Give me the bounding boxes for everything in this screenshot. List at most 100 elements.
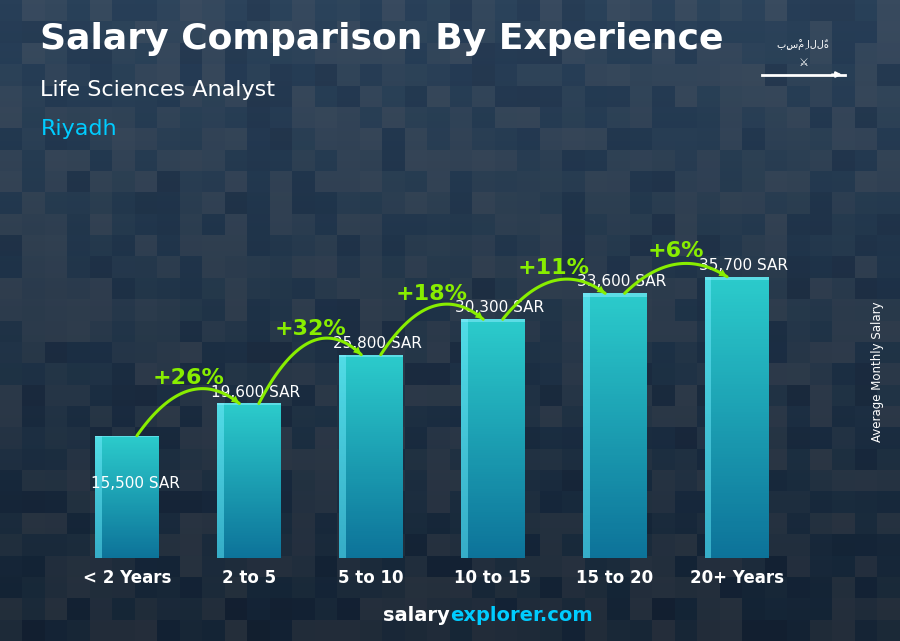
Bar bbox=[218, 427, 281, 428]
Bar bbox=[218, 417, 224, 419]
Bar bbox=[339, 487, 346, 488]
Bar bbox=[339, 529, 402, 531]
Bar bbox=[218, 413, 224, 414]
Bar bbox=[218, 414, 224, 416]
Bar bbox=[218, 440, 224, 442]
Bar bbox=[95, 454, 102, 455]
Bar bbox=[95, 499, 159, 501]
Bar bbox=[95, 436, 102, 437]
Bar bbox=[462, 324, 525, 326]
Bar bbox=[705, 521, 769, 524]
Bar bbox=[95, 469, 159, 470]
Bar bbox=[583, 470, 646, 473]
Bar bbox=[705, 440, 769, 442]
Bar bbox=[705, 535, 712, 538]
Bar bbox=[218, 490, 224, 492]
Bar bbox=[705, 415, 712, 417]
Bar bbox=[583, 315, 646, 317]
Bar bbox=[705, 330, 712, 333]
Bar bbox=[339, 354, 402, 357]
Bar bbox=[339, 381, 346, 383]
Bar bbox=[583, 544, 646, 547]
Bar bbox=[583, 375, 590, 378]
Bar bbox=[462, 319, 525, 322]
Bar bbox=[462, 388, 468, 391]
Bar bbox=[583, 502, 646, 505]
Bar bbox=[705, 448, 712, 451]
Bar bbox=[339, 549, 346, 552]
Bar bbox=[705, 364, 712, 367]
Bar bbox=[462, 503, 525, 505]
Bar bbox=[462, 524, 468, 527]
Bar bbox=[339, 469, 402, 470]
Bar bbox=[462, 381, 525, 384]
Bar bbox=[339, 408, 402, 410]
Bar bbox=[218, 471, 281, 473]
Bar bbox=[705, 448, 769, 451]
Bar bbox=[218, 444, 224, 445]
Bar bbox=[462, 419, 468, 422]
Bar bbox=[218, 420, 224, 422]
Bar bbox=[95, 444, 102, 445]
Bar bbox=[583, 299, 646, 301]
Bar bbox=[339, 454, 402, 456]
Bar bbox=[218, 522, 224, 524]
Bar bbox=[339, 397, 346, 399]
Bar bbox=[462, 350, 525, 353]
Bar bbox=[583, 325, 590, 328]
Bar bbox=[705, 519, 769, 521]
Bar bbox=[583, 420, 590, 423]
Bar bbox=[218, 482, 224, 484]
Bar bbox=[339, 533, 346, 535]
Bar bbox=[583, 309, 646, 312]
Bar bbox=[218, 520, 281, 522]
Bar bbox=[218, 437, 281, 439]
Bar bbox=[462, 551, 525, 553]
Bar bbox=[705, 428, 712, 431]
Bar bbox=[339, 367, 346, 369]
Bar bbox=[218, 535, 281, 536]
Bar bbox=[95, 554, 102, 555]
Bar bbox=[95, 513, 102, 514]
Bar bbox=[462, 510, 468, 512]
Bar bbox=[462, 360, 525, 362]
Bar bbox=[339, 511, 402, 513]
Bar bbox=[705, 462, 769, 465]
Bar bbox=[583, 294, 646, 296]
Bar bbox=[462, 345, 525, 348]
Bar bbox=[462, 494, 468, 495]
Text: Life Sciences Analyst: Life Sciences Analyst bbox=[40, 80, 275, 100]
Bar bbox=[218, 470, 281, 471]
Bar bbox=[462, 527, 468, 529]
Bar bbox=[462, 522, 525, 524]
Bar bbox=[583, 510, 646, 513]
Bar bbox=[218, 436, 281, 437]
Bar bbox=[705, 485, 769, 487]
Text: Average Monthly Salary: Average Monthly Salary bbox=[871, 301, 884, 442]
Bar bbox=[705, 353, 712, 356]
Bar bbox=[462, 355, 468, 358]
Bar bbox=[218, 533, 224, 535]
Bar bbox=[583, 404, 646, 407]
Bar bbox=[339, 509, 402, 511]
Bar bbox=[583, 338, 590, 341]
Bar bbox=[218, 538, 224, 539]
Bar bbox=[583, 317, 590, 320]
Bar bbox=[218, 484, 224, 485]
Bar bbox=[218, 524, 281, 525]
Bar bbox=[462, 444, 468, 445]
Bar bbox=[339, 505, 346, 507]
Bar bbox=[218, 536, 224, 538]
Bar bbox=[95, 506, 159, 508]
Bar bbox=[462, 537, 525, 538]
Bar bbox=[218, 501, 224, 502]
Bar bbox=[95, 520, 102, 521]
Bar bbox=[462, 510, 525, 512]
Bar bbox=[95, 489, 159, 490]
Bar bbox=[218, 556, 224, 558]
Bar bbox=[705, 283, 712, 285]
Bar bbox=[95, 510, 159, 512]
Bar bbox=[583, 383, 646, 386]
Bar bbox=[705, 456, 712, 460]
Bar bbox=[339, 554, 346, 556]
